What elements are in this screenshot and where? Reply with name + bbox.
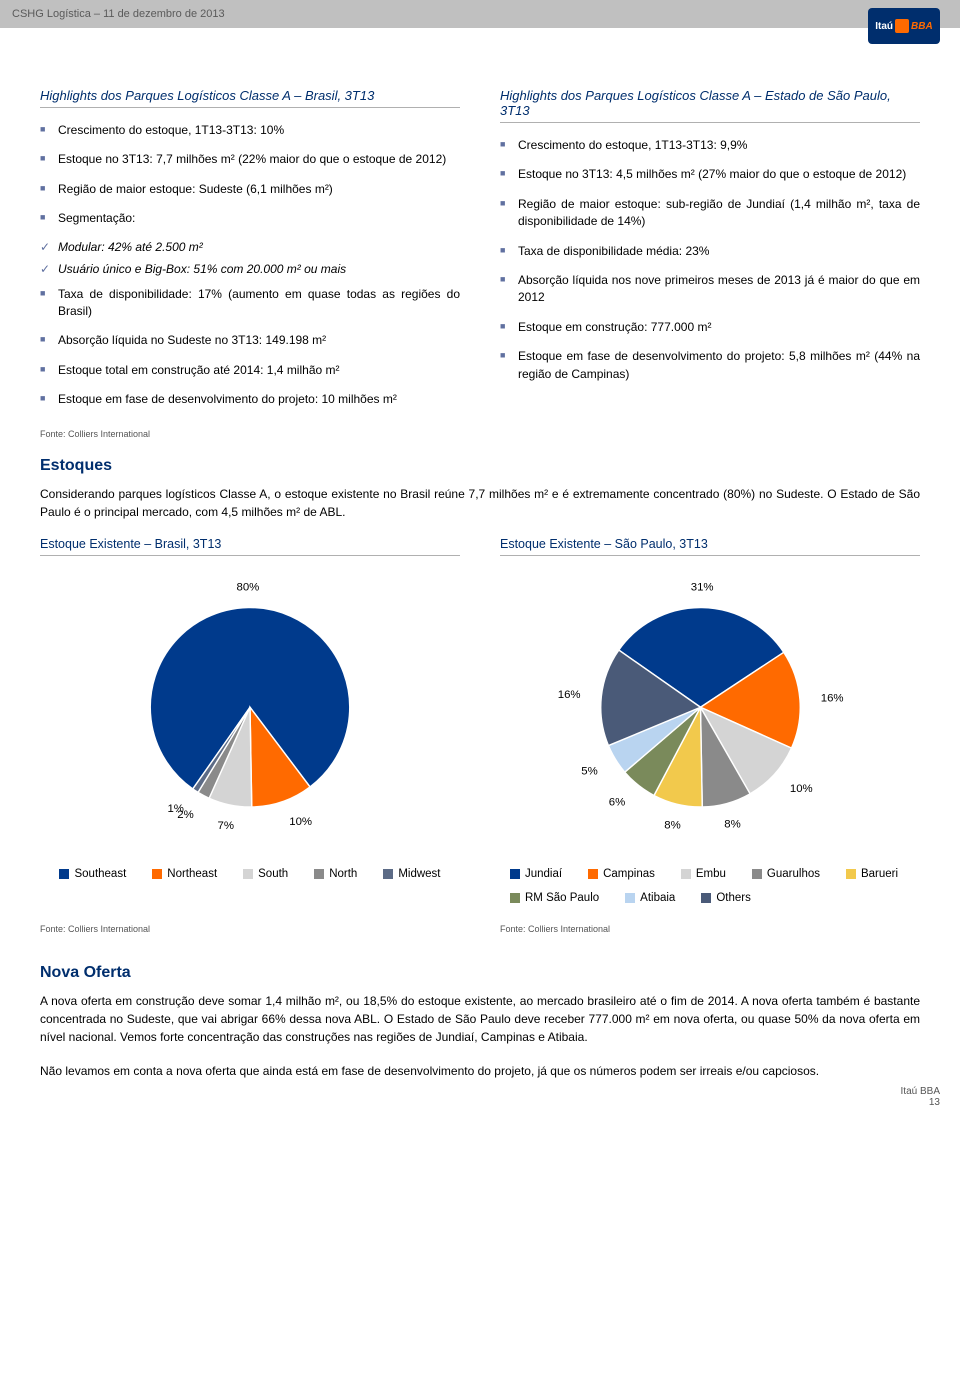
nova-p2: Não levamos em conta a nova oferta que a… (40, 1062, 920, 1080)
legend-item: North (314, 868, 357, 880)
legend-swatch-icon (243, 869, 253, 879)
legend-item: RM São Paulo (510, 892, 599, 904)
pie-slice-label: 5% (581, 765, 597, 777)
legend-item: Guarulhos (752, 868, 820, 880)
right-bullet: Crescimento do estoque, 1T13-3T13: 9,9% (500, 137, 920, 154)
legend-item: Embu (681, 868, 726, 880)
chart1-legend: Southeast Northeast South North Midwest (49, 868, 450, 880)
legend-item: Midwest (383, 868, 440, 880)
legend-item: Jundiaí (510, 868, 562, 880)
legend-label: Atibaia (640, 892, 675, 904)
topbar: CSHG Logística – 11 de dezembro de 2013 (0, 0, 960, 28)
right-bullet: Absorção líquida nos nove primeiros mese… (500, 272, 920, 307)
left-bullet: Absorção líquida no Sudeste no 3T13: 149… (40, 332, 460, 349)
source-text: Fonte: Colliers International (40, 429, 920, 439)
left-bullet: Estoque total em construção até 2014: 1,… (40, 362, 460, 379)
chart2-pie: 31% 16% 10% 8% 8% 6% 5% 16% (520, 572, 900, 852)
pie-slice-label: 8% (664, 819, 680, 831)
footer-page: 13 (901, 1097, 940, 1108)
right-bullet: Estoque no 3T13: 4,5 milhões m² (27% mai… (500, 166, 920, 183)
legend-swatch-icon (510, 869, 520, 879)
pie-slice-label: 8% (724, 818, 740, 830)
right-bullet: Região de maior estoque: sub-região de J… (500, 196, 920, 231)
legend-label: Midwest (398, 868, 440, 880)
legend-label: Barueri (861, 868, 898, 880)
legend-item: Campinas (588, 868, 655, 880)
left-check: Modular: 42% até 2.500 m² (40, 240, 460, 254)
legend-item: South (243, 868, 288, 880)
left-bullet: Estoque no 3T13: 7,7 milhões m² (22% mai… (40, 151, 460, 168)
chart1-pie: 80%10%7%2%1% (60, 572, 440, 852)
chart2-legend: Jundiaí Campinas Embu Guarulhos Barueri RM Sã… (500, 868, 920, 904)
pie-slice-label: 80% (236, 581, 259, 593)
legend-swatch-icon (846, 869, 856, 879)
legend-label: Others (716, 892, 751, 904)
legend-label: Embu (696, 868, 726, 880)
pie-slice-label: 1% (167, 803, 183, 815)
left-check: Usuário único e Big-Box: 51% com 20.000 … (40, 262, 460, 276)
chart2-title: Estoque Existente – São Paulo, 3T13 (500, 537, 920, 556)
legend-swatch-icon (681, 869, 691, 879)
source-text: Fonte: Colliers International (40, 924, 460, 934)
footer-brand: Itaú BBA (901, 1086, 940, 1097)
left-bullet: Região de maior estoque: Sudeste (6,1 mi… (40, 181, 460, 198)
legend-label: Northeast (167, 868, 217, 880)
legend-swatch-icon (59, 869, 69, 879)
legend-label: Guarulhos (767, 868, 820, 880)
left-bullet: Taxa de disponibilidade: 17% (aumento em… (40, 286, 460, 321)
page-footer: Itaú BBA 13 (901, 1086, 940, 1108)
right-highlights-title: Highlights dos Parques Logísticos Classe… (500, 88, 920, 123)
legend-swatch-icon (588, 869, 598, 879)
left-highlights-title: Highlights dos Parques Logísticos Classe… (40, 88, 460, 108)
legend-swatch-icon (383, 869, 393, 879)
legend-item: Southeast (59, 868, 126, 880)
estoques-body: Considerando parques logísticos Classe A… (40, 485, 920, 521)
legend-swatch-icon (510, 893, 520, 903)
legend-swatch-icon (152, 869, 162, 879)
topbar-text: CSHG Logística – 11 de dezembro de 2013 (12, 8, 225, 20)
legend-item: Others (701, 892, 751, 904)
pie-slice-label: 10% (289, 816, 312, 828)
brand-square-icon (895, 19, 909, 33)
legend-label: Jundiaí (525, 868, 562, 880)
estoques-heading: Estoques (40, 457, 920, 475)
legend-label: RM São Paulo (525, 892, 599, 904)
right-bullet: Estoque em fase de desenvolvimento do pr… (500, 348, 920, 383)
source-text: Fonte: Colliers International (500, 924, 920, 934)
legend-item: Northeast (152, 868, 217, 880)
legend-label: Southeast (74, 868, 126, 880)
legend-item: Atibaia (625, 892, 675, 904)
legend-item: Barueri (846, 868, 898, 880)
legend-swatch-icon (752, 869, 762, 879)
left-bullet: Estoque em fase de desenvolvimento do pr… (40, 391, 460, 408)
legend-label: Campinas (603, 868, 655, 880)
nova-heading: Nova Oferta (40, 964, 920, 982)
legend-label: North (329, 868, 357, 880)
legend-swatch-icon (625, 893, 635, 903)
pie-slice-label: 7% (218, 820, 234, 832)
legend-swatch-icon (701, 893, 711, 903)
brand-suffix: BBA (911, 21, 933, 32)
chart1-title: Estoque Existente – Brasil, 3T13 (40, 537, 460, 556)
right-bullet: Estoque em construção: 777.000 m² (500, 319, 920, 336)
left-bullet: Segmentação: (40, 210, 460, 227)
legend-swatch-icon (314, 869, 324, 879)
left-bullet: Crescimento do estoque, 1T13-3T13: 10% (40, 122, 460, 139)
pie-slice-label: 16% (821, 692, 844, 704)
brand-name: Itaú (875, 21, 893, 32)
right-bullet: Taxa de disponibilidade média: 23% (500, 243, 920, 260)
pie-slice-label: 31% (691, 581, 714, 593)
pie-slice-label: 10% (790, 783, 813, 795)
brand-logo: Itaú BBA (868, 8, 940, 44)
pie-slice-label: 16% (558, 689, 581, 701)
legend-label: South (258, 868, 288, 880)
nova-p1: A nova oferta em construção deve somar 1… (40, 992, 920, 1046)
pie-slice-label: 6% (609, 796, 625, 808)
